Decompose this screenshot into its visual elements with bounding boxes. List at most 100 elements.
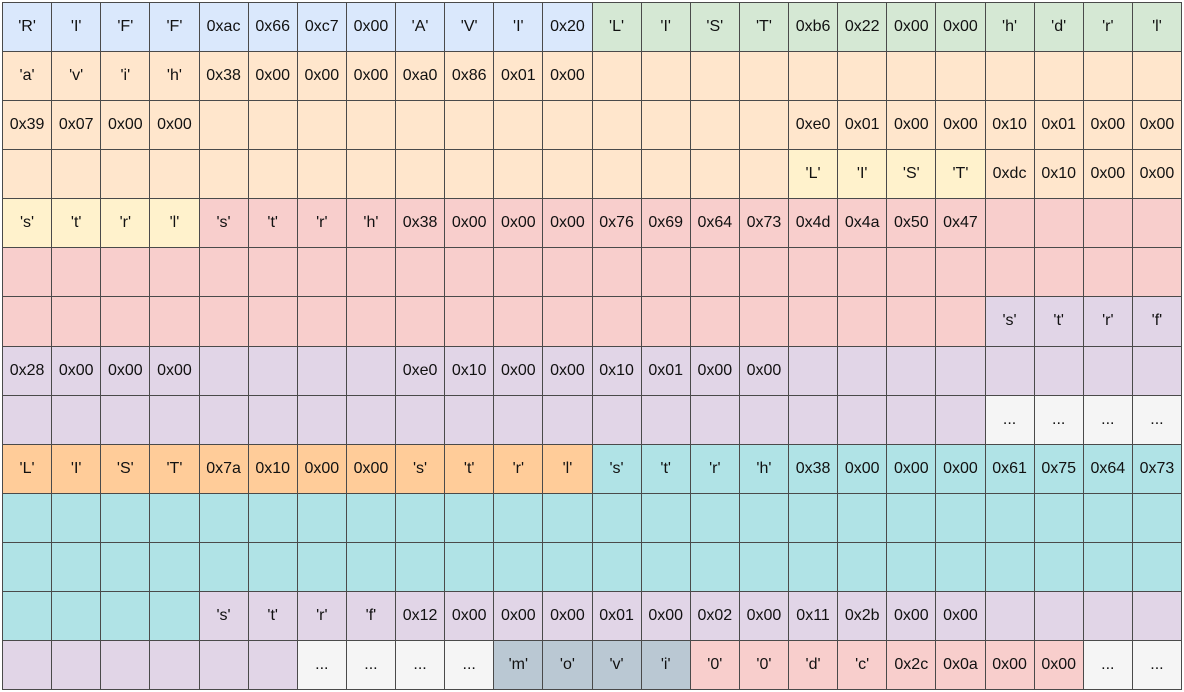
byte-cell [789, 52, 839, 102]
byte-cell [887, 346, 937, 396]
byte-cell [789, 542, 839, 592]
byte-cell: 'f' [1132, 297, 1182, 347]
byte-cell: 0x00 [346, 444, 396, 494]
byte-cell [739, 150, 789, 200]
byte-cell: ... [1132, 395, 1182, 445]
byte-cell [641, 101, 691, 151]
byte-cell [248, 493, 298, 543]
byte-cell [641, 542, 691, 592]
byte-cell [887, 297, 937, 347]
byte-cell: 0x0a [936, 640, 986, 690]
byte-cell [592, 493, 642, 543]
byte-cell: 0x47 [936, 199, 986, 249]
byte-cell: 0x22 [838, 3, 888, 53]
byte-cell [592, 52, 642, 102]
byte-cell: 0x00 [494, 346, 544, 396]
byte-cell: 'i' [101, 52, 151, 102]
byte-cell [936, 297, 986, 347]
byte-cell: 'R' [3, 3, 53, 53]
byte-cell: 0x50 [887, 199, 937, 249]
byte-cell [641, 395, 691, 445]
byte-cell: 'r' [690, 444, 740, 494]
byte-cell: 't' [248, 199, 298, 249]
byte-cell [1083, 542, 1133, 592]
byte-cell [1034, 591, 1084, 641]
byte-cell [838, 493, 888, 543]
byte-cell [985, 591, 1035, 641]
byte-cell: 'T' [150, 444, 200, 494]
byte-cell: 0x2b [838, 591, 888, 641]
byte-cell: 0x4d [789, 199, 839, 249]
byte-cell [101, 150, 151, 200]
byte-cell [494, 395, 544, 445]
byte-cell [543, 542, 593, 592]
byte-cell [1132, 493, 1182, 543]
byte-cell: 0x01 [592, 591, 642, 641]
byte-cell: 0x61 [985, 444, 1035, 494]
byte-cell: 0x10 [985, 101, 1035, 151]
byte-cell [543, 101, 593, 151]
byte-cell [494, 101, 544, 151]
byte-cell: 'S' [101, 444, 151, 494]
byte-cell [248, 150, 298, 200]
byte-cell: 'I' [52, 444, 102, 494]
byte-cell: 0x00 [985, 640, 1035, 690]
byte-cell: 0xe0 [789, 101, 839, 151]
byte-cell [346, 542, 396, 592]
byte-cell [52, 640, 102, 690]
byte-cell [985, 346, 1035, 396]
byte-cell: 'r' [494, 444, 544, 494]
byte-cell [150, 395, 200, 445]
byte-cell [592, 297, 642, 347]
byte-cell: 0x00 [52, 346, 102, 396]
byte-cell: 0x64 [690, 199, 740, 249]
byte-cell: 0x07 [52, 101, 102, 151]
byte-cell [1034, 542, 1084, 592]
byte-cell: 0x00 [1083, 150, 1133, 200]
byte-cell: 0x00 [1132, 150, 1182, 200]
byte-cell: 't' [445, 444, 495, 494]
byte-cell [690, 101, 740, 151]
byte-cell [101, 248, 151, 298]
byte-cell: 'l' [543, 444, 593, 494]
byte-cell: 'L' [592, 3, 642, 53]
byte-cell: 0x00 [838, 444, 888, 494]
byte-cell [346, 150, 396, 200]
byte-cell: 'd' [789, 640, 839, 690]
byte-cell: 's' [396, 444, 446, 494]
byte-cell [494, 493, 544, 543]
byte-cell: 'o' [543, 640, 593, 690]
byte-cell: 'V' [445, 3, 495, 53]
byte-cell: 0x01 [641, 346, 691, 396]
byte-cell [445, 248, 495, 298]
byte-cell: 0x00 [1132, 101, 1182, 151]
byte-cell: 'm' [494, 640, 544, 690]
byte-cell: 'S' [690, 3, 740, 53]
byte-cell: 0x00 [936, 591, 986, 641]
byte-cell: 0xac [199, 3, 249, 53]
byte-cell [592, 395, 642, 445]
byte-cell [297, 150, 347, 200]
byte-cell [1034, 52, 1084, 102]
byte-cell [396, 248, 446, 298]
byte-cell [494, 248, 544, 298]
byte-cell: 'f' [346, 591, 396, 641]
byte-cell [52, 297, 102, 347]
byte-cell [150, 150, 200, 200]
byte-cell [297, 248, 347, 298]
byte-cell [346, 346, 396, 396]
byte-cell [739, 297, 789, 347]
byte-cell [101, 493, 151, 543]
byte-cell [346, 395, 396, 445]
byte-cell [3, 150, 53, 200]
byte-cell [297, 542, 347, 592]
byte-cell: 0x73 [1132, 444, 1182, 494]
byte-cell [297, 101, 347, 151]
byte-cell: 's' [199, 199, 249, 249]
byte-cell: 0x20 [543, 3, 593, 53]
byte-cell [199, 395, 249, 445]
byte-cell [150, 297, 200, 347]
byte-cell [199, 640, 249, 690]
byte-cell: 'l' [1132, 3, 1182, 53]
byte-cell [789, 346, 839, 396]
